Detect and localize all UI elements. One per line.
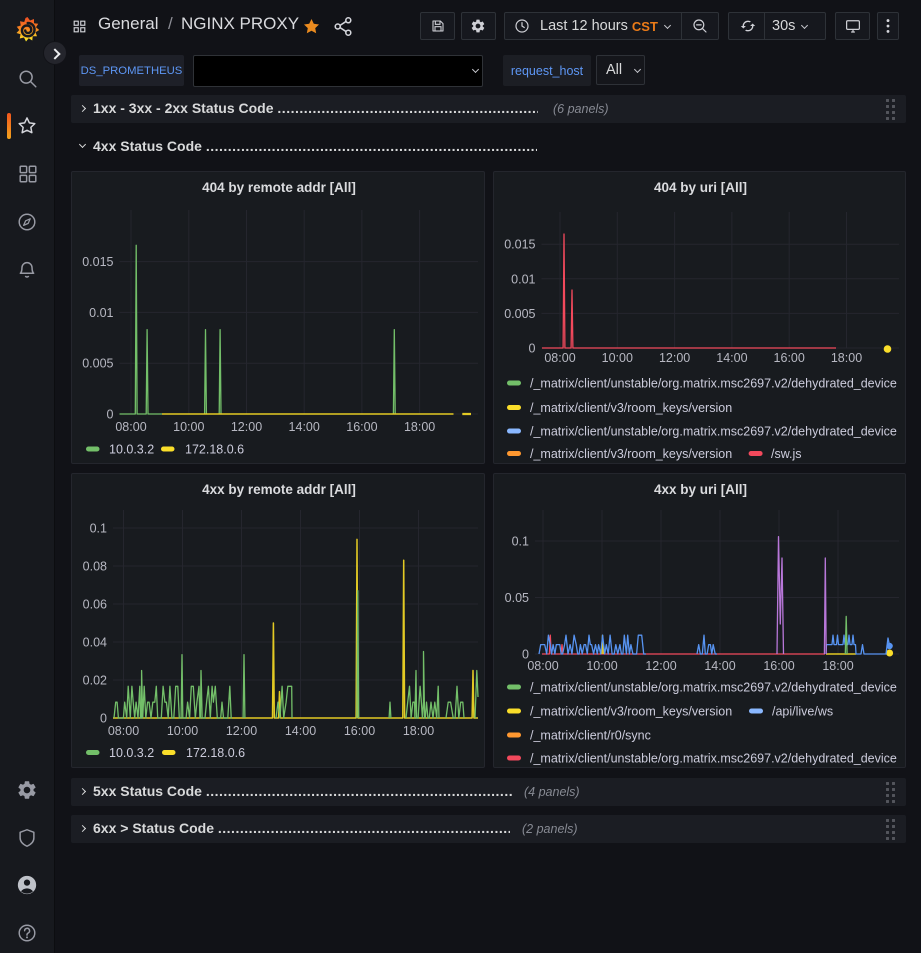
svg-text:10:00: 10:00 (586, 659, 617, 673)
svg-text:0.02: 0.02 (83, 674, 107, 688)
svg-text:10:00: 10:00 (173, 420, 204, 434)
svg-text:/_matrix/client/v3/room_keys/v: /_matrix/client/v3/room_keys/version (530, 447, 732, 461)
svg-text:18:00: 18:00 (831, 351, 862, 365)
svg-text:/_matrix/client/unstable/org.m: /_matrix/client/unstable/org.matrix.msc2… (530, 425, 897, 439)
svg-text:404 by uri [All]: 404 by uri [All] (654, 180, 747, 195)
svg-text:/_matrix/client/v3/room_keys/v: /_matrix/client/v3/room_keys/version (530, 401, 732, 415)
svg-text:16:00: 16:00 (763, 659, 794, 673)
svg-text:0.06: 0.06 (83, 598, 107, 612)
svg-text:/sw.js: /sw.js (771, 447, 802, 461)
svg-text:0.015: 0.015 (82, 255, 113, 269)
svg-text:08:00: 08:00 (108, 724, 139, 738)
svg-text:10:00: 10:00 (602, 351, 633, 365)
svg-text:12:00: 12:00 (645, 659, 676, 673)
svg-text:0.005: 0.005 (82, 357, 113, 371)
svg-text:0: 0 (100, 712, 107, 726)
svg-text:0.005: 0.005 (504, 307, 535, 321)
svg-text:08:00: 08:00 (544, 351, 575, 365)
svg-text:0.1: 0.1 (90, 522, 107, 536)
svg-text:16:00: 16:00 (344, 724, 375, 738)
svg-text:172.18.0.6: 172.18.0.6 (186, 746, 245, 760)
svg-text:/_matrix/client/unstable/org.m: /_matrix/client/unstable/org.matrix.msc2… (530, 681, 897, 695)
svg-text:16:00: 16:00 (774, 351, 805, 365)
svg-text:0.04: 0.04 (83, 636, 107, 650)
svg-text:404 by remote addr [All]: 404 by remote addr [All] (202, 180, 356, 195)
svg-text:16:00: 16:00 (346, 420, 377, 434)
svg-text:172.18.0.6: 172.18.0.6 (185, 443, 244, 457)
svg-text:0.015: 0.015 (504, 238, 535, 252)
svg-text:10.0.3.2: 10.0.3.2 (109, 443, 154, 457)
svg-text:4xx by remote addr [All]: 4xx by remote addr [All] (202, 482, 356, 497)
svg-text:18:00: 18:00 (822, 659, 853, 673)
svg-text:18:00: 18:00 (404, 420, 435, 434)
svg-text:/_matrix/client/unstable/org.m: /_matrix/client/unstable/org.matrix.msc2… (530, 377, 897, 391)
svg-text:0: 0 (522, 648, 529, 662)
svg-text:0.05: 0.05 (505, 591, 529, 605)
svg-text:0.01: 0.01 (89, 306, 113, 320)
svg-text:12:00: 12:00 (659, 351, 690, 365)
svg-text:0.1: 0.1 (512, 535, 529, 549)
svg-text:12:00: 12:00 (231, 420, 262, 434)
svg-text:0: 0 (529, 342, 536, 356)
svg-text:08:00: 08:00 (115, 420, 146, 434)
svg-text:/_matrix/client/r0/sync: /_matrix/client/r0/sync (530, 729, 651, 743)
svg-text:10.0.3.2: 10.0.3.2 (109, 746, 154, 760)
svg-text:0: 0 (107, 408, 114, 422)
svg-text:/_matrix/client/v3/room_keys/v: /_matrix/client/v3/room_keys/version (530, 705, 732, 719)
svg-text:14:00: 14:00 (285, 724, 316, 738)
svg-text:4xx by uri [All]: 4xx by uri [All] (654, 482, 747, 497)
svg-text:18:00: 18:00 (403, 724, 434, 738)
svg-text:/api/live/ws: /api/live/ws (772, 705, 833, 719)
svg-text:10:00: 10:00 (167, 724, 198, 738)
svg-text:14:00: 14:00 (704, 659, 735, 673)
svg-text:08:00: 08:00 (527, 659, 558, 673)
svg-text:14:00: 14:00 (289, 420, 320, 434)
svg-text:0.08: 0.08 (83, 560, 107, 574)
svg-text:14:00: 14:00 (716, 351, 747, 365)
svg-text:12:00: 12:00 (226, 724, 257, 738)
svg-text:0.01: 0.01 (511, 272, 535, 286)
svg-text:/_matrix/client/unstable/org.m: /_matrix/client/unstable/org.matrix.msc2… (530, 752, 897, 766)
